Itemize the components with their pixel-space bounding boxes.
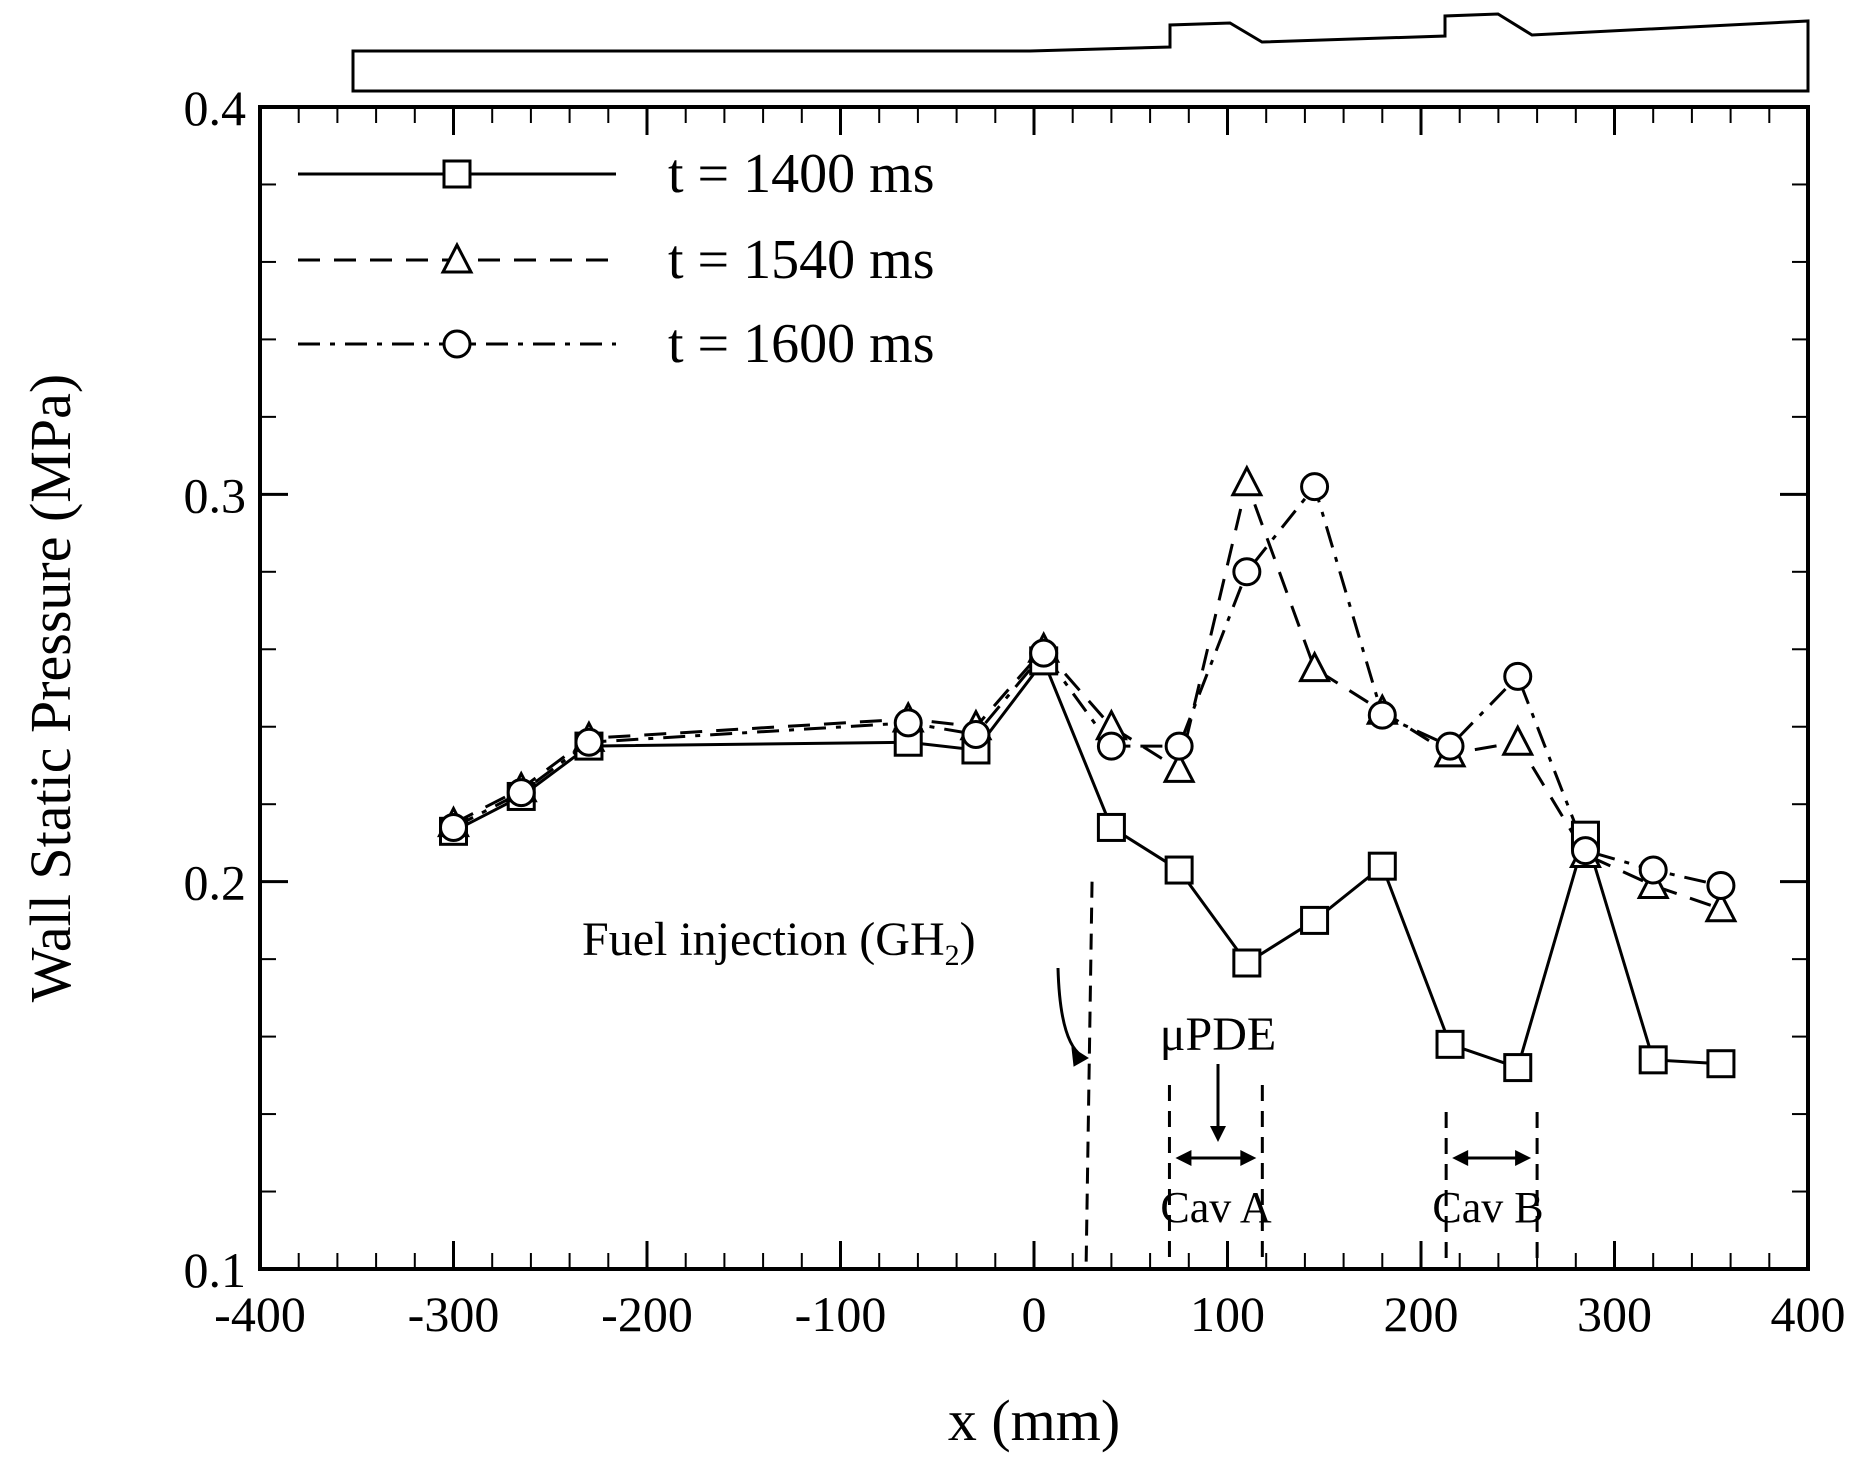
combustor-outline — [351, 12, 1810, 93]
plot-frame — [258, 105, 1810, 1271]
fuel-injection-label: Fuel injection (GH2) — [582, 913, 976, 972]
data-point-2-15 — [1706, 871, 1736, 901]
data-point-0-11 — [1435, 1029, 1465, 1059]
series-line-0 — [452, 657, 1722, 1070]
data-point-2-6 — [1096, 731, 1126, 761]
data-point-1-8 — [1230, 464, 1264, 497]
x-tick-label: 100 — [1190, 1286, 1265, 1342]
legend-marker — [442, 159, 472, 189]
annotation-markers — [1056, 881, 1539, 1270]
fuel-arrow — [1056, 967, 1083, 1058]
data-point-2-4 — [961, 719, 991, 749]
data-point-0-10 — [1367, 851, 1397, 881]
series-line-1 — [452, 477, 1722, 911]
data-point-0-9 — [1300, 905, 1330, 935]
data-point-2-7 — [1164, 731, 1194, 761]
data-point-2-12 — [1503, 661, 1533, 691]
fuel-injection-line — [1084, 881, 1094, 1270]
y-tick-label: 0.2 — [184, 855, 247, 911]
series-lines — [452, 477, 1722, 1070]
legend: t = 1400 ms t = 1540 ms t = 1600 ms — [298, 143, 935, 375]
x-tick-label: 0 — [1022, 1286, 1047, 1342]
cav-arrowhead-right — [1240, 1150, 1257, 1166]
major-ticks — [258, 105, 1810, 1271]
x-tick-labels: -400 -300 -200 -100 0 100 200 300 400 — [214, 1286, 1845, 1342]
data-point-0-15 — [1706, 1049, 1736, 1079]
cav-b-label: Cav B — [1432, 1183, 1543, 1232]
series-markers — [437, 464, 1738, 1083]
cav-a-label: Cav A — [1160, 1183, 1271, 1232]
y-tick-label: 0.1 — [184, 1242, 247, 1298]
cav-arrowhead-left — [1452, 1150, 1469, 1166]
minor-ticks — [260, 107, 1808, 1269]
data-point-1-7 — [1162, 751, 1196, 783]
y-axis-label: Wall Static Pressure (MPa) — [18, 374, 83, 1002]
data-point-2-5 — [1029, 638, 1059, 668]
data-point-2-1 — [506, 778, 536, 808]
data-point-2-0 — [439, 812, 468, 842]
series-line-2 — [452, 483, 1722, 888]
data-point-2-14 — [1638, 855, 1668, 885]
legend-entry-1600ms: t = 1600 ms — [298, 313, 935, 375]
x-tick-label: -200 — [601, 1286, 693, 1342]
y-tick-labels: 0.1 0.2 0.3 0.4 — [184, 80, 247, 1298]
x-tick-label: 200 — [1384, 1286, 1459, 1342]
data-point-1-12 — [1501, 723, 1535, 756]
legend-entry-1540ms: t = 1540 ms — [298, 229, 935, 291]
data-point-0-12 — [1503, 1053, 1533, 1083]
cav-arrowhead-right — [1515, 1150, 1532, 1166]
data-point-1-9 — [1298, 650, 1332, 683]
x-tick-label: 300 — [1577, 1286, 1652, 1342]
x-tick-label: -300 — [408, 1286, 500, 1342]
legend-label: t = 1400 ms — [668, 143, 935, 205]
data-point-0-7 — [1164, 855, 1194, 885]
data-point-0-3 — [893, 727, 923, 757]
legend-label: t = 1600 ms — [668, 313, 935, 375]
cav-arrowhead-left — [1175, 1150, 1192, 1166]
data-point-2-13 — [1570, 836, 1600, 866]
legend-label: t = 1540 ms — [668, 229, 935, 291]
x-tick-label: 400 — [1771, 1286, 1846, 1342]
data-point-0-8 — [1232, 948, 1262, 978]
legend-entry-1400ms: t = 1400 ms — [298, 143, 935, 205]
data-point-0-14 — [1638, 1045, 1668, 1075]
annotations: Fuel injection (GH2) μPDE Cav A Cav B — [582, 881, 1544, 1270]
micro-pde-arrowhead — [1210, 1126, 1226, 1142]
micro-pde-label: μPDE — [1160, 1008, 1276, 1061]
data-point-2-11 — [1435, 731, 1465, 761]
y-tick-label: 0.4 — [184, 80, 247, 136]
data-point-2-2 — [574, 727, 604, 757]
data-point-1-15 — [1704, 890, 1738, 923]
fuel-arrowhead — [1071, 1047, 1089, 1067]
data-point-0-6 — [1096, 812, 1126, 842]
x-tick-label: -100 — [795, 1286, 887, 1342]
x-axis-label: x (mm) — [948, 1388, 1120, 1453]
data-point-2-10 — [1367, 700, 1397, 730]
y-tick-label: 0.3 — [184, 467, 247, 523]
legend-marker — [440, 241, 474, 274]
x-tick-label: -400 — [214, 1286, 306, 1342]
data-point-2-3 — [893, 708, 923, 738]
data-point-2-9 — [1300, 472, 1330, 502]
legend-marker — [442, 329, 472, 359]
data-point-2-8 — [1232, 557, 1262, 587]
